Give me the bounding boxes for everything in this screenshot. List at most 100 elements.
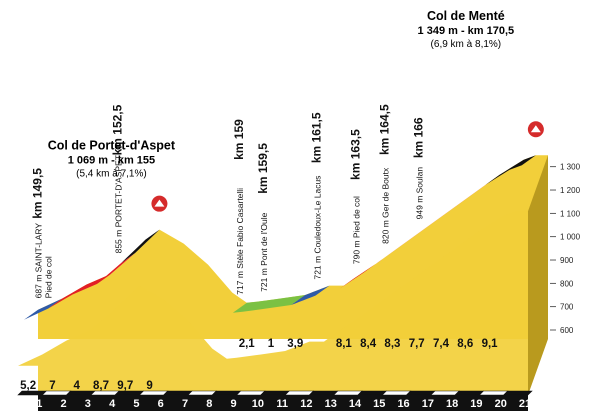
altitude-tick-label: 1 300 xyxy=(560,163,581,172)
gradient-percent-label: 8,7 xyxy=(93,380,109,392)
gradient-ribbon-segment xyxy=(48,274,111,309)
km-tick-label: 13 xyxy=(325,398,337,410)
km-tick-label: 16 xyxy=(397,398,409,410)
altitude-tick-label: 1 100 xyxy=(560,209,581,218)
gradient-ribbon-segment xyxy=(485,155,536,185)
place-km-label: km 159,5 xyxy=(256,143,270,194)
altitude-tick-label: 1 200 xyxy=(560,186,581,195)
axis-segment xyxy=(478,390,509,396)
place-name-label: 949 m Soulan xyxy=(415,167,425,220)
km-tick-label: 15 xyxy=(373,398,385,410)
place-label-group: 721 m Pont de l'Oule km 159,5 xyxy=(256,143,270,292)
gradient-percent-label: 8,3 xyxy=(384,338,400,350)
km-tick-label: 12 xyxy=(300,398,312,410)
altitude-tick-label: 600 xyxy=(560,326,574,335)
gradient-percent-label: 9 xyxy=(146,380,152,392)
profile-right-face xyxy=(528,155,548,395)
terrain-front xyxy=(18,211,528,395)
axis-segment xyxy=(65,390,96,396)
place-km-label: km 166 xyxy=(412,117,426,158)
place-label-group: 687 m SAINT-LARY km 149,5 Pied de col xyxy=(30,168,53,299)
place-extra-label: Pied de col xyxy=(43,256,53,298)
gradient-ribbon-segment xyxy=(291,285,330,306)
km-tick-label: 3 xyxy=(85,398,91,410)
gradient-percent-label: 8,4 xyxy=(360,338,377,350)
km-tick-label: 2 xyxy=(61,398,67,410)
summit-mountain-icon xyxy=(154,199,165,207)
km-tick-label: 11 xyxy=(276,398,288,410)
axis-segment xyxy=(211,390,242,396)
altitude-tick-label: 900 xyxy=(560,256,574,265)
summit-stats: (6,9 km à 8,1%) xyxy=(431,39,502,50)
axis-segment xyxy=(162,390,193,396)
km-tick-label: 10 xyxy=(252,398,264,410)
axis-segment xyxy=(284,390,315,396)
summit-name: Col de Menté xyxy=(427,9,505,23)
summit-mountain-icon xyxy=(530,125,541,133)
axis-segment xyxy=(381,390,412,396)
axis-segment xyxy=(138,390,169,396)
km-tick-label: 7 xyxy=(182,398,188,410)
altitude-tick-label: 800 xyxy=(560,279,574,288)
summit-info: 1 349 m - km 170,5 xyxy=(418,25,515,37)
axis-segment xyxy=(187,390,218,396)
gradient-ribbon-segment xyxy=(232,295,306,313)
altitude-tick-label: 700 xyxy=(560,303,574,312)
place-label-group: 949 m Soulan km 166 xyxy=(412,117,426,219)
summit-name: Col de Portet-d'Aspet xyxy=(48,139,176,153)
axis-segment xyxy=(454,390,485,396)
gradient-percent-label: 5,2 xyxy=(20,380,36,392)
gradient-ribbon-segment xyxy=(96,253,136,285)
place-km-label: km 161,5 xyxy=(310,112,324,163)
place-km-label: km 159 xyxy=(232,119,246,160)
place-km-label: km 149,5 xyxy=(30,168,44,219)
axis-segment xyxy=(405,390,436,396)
summit-stats: (5,4 km à 7,1%) xyxy=(76,169,147,180)
place-label-group: 721 m Couledoux-Le Lacus km 161,5 xyxy=(310,112,324,279)
place-km-label: km 164,5 xyxy=(378,104,392,155)
axis-segment xyxy=(430,390,460,396)
km-tick-label: 18 xyxy=(446,398,458,410)
axis-segment xyxy=(357,390,388,396)
km-tick-label: 20 xyxy=(495,398,507,410)
place-km-label: km 163,5 xyxy=(348,129,362,180)
gradient-ribbon-segment xyxy=(121,229,160,264)
place-label-group: 717 m Stèle Fabio Casartelli km 159 xyxy=(232,119,246,295)
km-tick-label: 4 xyxy=(109,398,116,410)
km-tick-label: 1 xyxy=(36,398,42,410)
km-tick-label: 14 xyxy=(349,398,362,410)
place-km-label: km 152,5 xyxy=(110,104,124,155)
gradient-percent-label: 8,1 xyxy=(336,338,353,350)
gradient-percent-label: 8,6 xyxy=(457,338,473,350)
axis-segment xyxy=(235,390,266,396)
gradient-percent-label: 7,7 xyxy=(409,338,425,350)
distance-axis-bar xyxy=(38,395,528,411)
gradient-percent-label: 9,7 xyxy=(117,380,133,392)
gradient-percent-label: 9,1 xyxy=(482,338,499,350)
km-tick-label: 9 xyxy=(231,398,237,410)
km-tick-label: 21 xyxy=(519,398,531,410)
place-name-label: 790 m Pied de col xyxy=(351,196,361,264)
place-name-label: 717 m Stèle Fabio Casartelli xyxy=(235,188,245,295)
gradient-percent-label: 1 xyxy=(268,338,275,350)
km-tick-label: 6 xyxy=(158,398,164,410)
gradient-percent-label: 7 xyxy=(49,380,55,392)
gradient-percent-label: 7,4 xyxy=(433,338,450,350)
axis-segment xyxy=(260,390,290,396)
gradient-percent-label: 2,1 xyxy=(239,338,256,350)
place-label-group: 790 m Pied de col km 163,5 xyxy=(348,129,362,264)
axis-segment xyxy=(332,390,363,396)
km-tick-label: 17 xyxy=(422,398,434,410)
place-name-label: 687 m SAINT-LARY xyxy=(33,223,43,299)
km-tick-label: 5 xyxy=(133,398,139,410)
place-name-label: 855 m PORTET-D'ASPET xyxy=(113,155,123,253)
place-label-group: 820 m Ger de Boutx km 164,5 xyxy=(378,104,392,244)
gradient-ribbon-segment xyxy=(24,298,63,320)
km-tick-label: 19 xyxy=(470,398,482,410)
gradient-percent-label: 3,9 xyxy=(287,338,303,350)
km-tick-label: 8 xyxy=(206,398,212,410)
summit-info: 1 069 m - km 155 xyxy=(68,155,155,167)
gradient-percent-label: 4 xyxy=(74,380,81,392)
